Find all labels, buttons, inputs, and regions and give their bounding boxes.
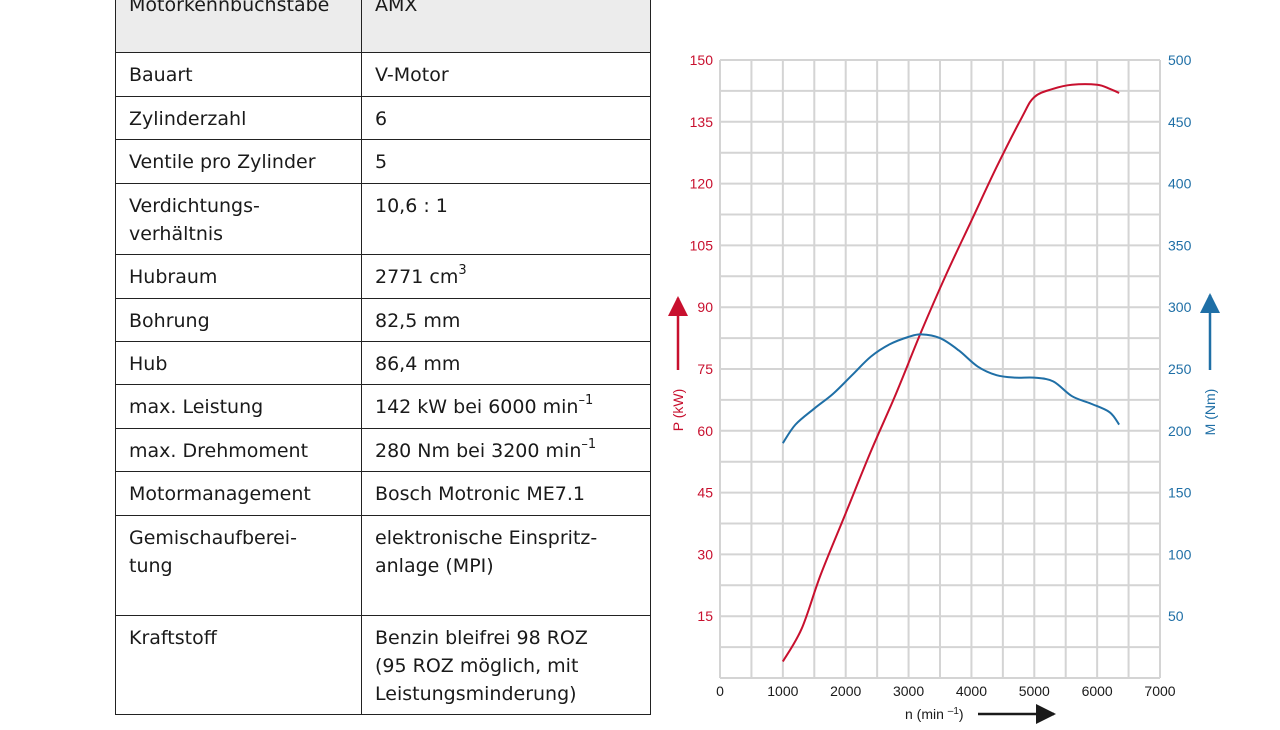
y-left-tick-label: 105	[690, 237, 714, 253]
superscript: –1	[581, 436, 597, 452]
spec-value: elektronische Einspritz-anlage (MPI)	[361, 515, 651, 616]
y-left-axis-label: P (kW)	[670, 389, 686, 432]
chart-ticks: 0 1000 2000 3000 4000 5000 6000 7000 15 30 45 60 75 9…	[690, 52, 1192, 699]
chart-axis-labels: P (kW) M (Nm) n (min –1)	[668, 293, 1220, 724]
power-curve	[781, 83, 1120, 663]
spec-row: Hub 86,4 mm	[115, 341, 651, 385]
torque-curve	[782, 333, 1120, 444]
spec-key: Kraftstoff	[115, 615, 362, 715]
spec-row: Verdichtungs-verhältnis 10,6 : 1	[115, 183, 651, 255]
x-axis-label: n (min –1)	[905, 706, 964, 722]
x-tick-label: 4000	[956, 683, 987, 699]
spec-value: Bosch Motronic ME7.1	[361, 471, 651, 516]
spec-key: Motorkennbuchstabe	[115, 0, 362, 53]
x-tick-label: 1000	[767, 683, 798, 699]
y-left-tick-label: 60	[697, 423, 713, 439]
y-left-tick-label: 30	[697, 546, 713, 562]
x-axis-label-close: )	[959, 706, 964, 722]
chart-grid	[719, 59, 1161, 679]
power-torque-chart: 0 1000 2000 3000 4000 5000 6000 7000 15 30 45 60 75 9…	[668, 52, 1220, 724]
x-tick-label: 2000	[830, 683, 861, 699]
spec-value: 5	[361, 139, 651, 184]
spec-value: 142 kW bei 6000 min–1	[361, 384, 651, 429]
spec-row: Hubraum 2771 cm3	[115, 254, 651, 299]
spec-key: Bauart	[115, 52, 362, 97]
spec-row: max. Leistung 142 kW bei 6000 min–1	[115, 384, 651, 429]
spec-key: Hub	[115, 341, 362, 385]
spec-key: Gemischaufberei-tung	[115, 515, 362, 616]
spec-row: Motorkennbuchstabe AMX	[115, 0, 651, 53]
y-right-axis-label: M (Nm)	[1202, 389, 1218, 436]
spec-value: 10,6 : 1	[361, 183, 651, 255]
spec-value: 82,5 mm	[361, 298, 651, 342]
spec-value: Benzin bleifrei 98 ROZ (95 ROZ möglich, m…	[361, 615, 651, 715]
spec-value: 6	[361, 96, 651, 140]
spec-row: Motormanagement Bosch Motronic ME7.1	[115, 471, 651, 516]
spec-value: AMX	[361, 0, 651, 53]
spec-row: Zylinderzahl 6	[115, 96, 651, 140]
spec-key: max. Leistung	[115, 384, 362, 429]
x-tick-label: 7000	[1144, 683, 1175, 699]
spec-row: max. Drehmoment 280 Nm bei 3200 min–1	[115, 428, 651, 472]
y-right-tick-label: 250	[1168, 361, 1192, 377]
y-left-tick-label: 90	[697, 299, 713, 315]
y-right-tick-label: 50	[1168, 608, 1184, 624]
spec-row: Gemischaufberei-tung elektronische Einspr…	[115, 515, 651, 616]
spec-value: V-Motor	[361, 52, 651, 97]
spec-value: 86,4 mm	[361, 341, 651, 385]
x-tick-label: 6000	[1082, 683, 1113, 699]
y-right-tick-label: 300	[1168, 299, 1192, 315]
chart-series	[781, 83, 1120, 663]
y-right-tick-label: 200	[1168, 423, 1192, 439]
x-axis-label-sup: –1	[948, 706, 960, 717]
y-right-tick-label: 500	[1168, 52, 1192, 68]
spec-row: Bauart V-Motor	[115, 52, 651, 97]
engine-spec-table: Motorkennbuchstabe AMX Bauart V-Motor Zylind…	[115, 0, 651, 715]
y-right-tick-label: 450	[1168, 114, 1192, 130]
y-left-tick-label: 150	[690, 52, 714, 68]
spec-key: Hubraum	[115, 254, 362, 299]
y-left-tick-label: 75	[697, 361, 713, 377]
spec-key: max. Drehmoment	[115, 428, 362, 472]
superscript: 3	[458, 262, 467, 278]
x-tick-label: 0	[716, 683, 724, 699]
spec-row: Bohrung 82,5 mm	[115, 298, 651, 342]
superscript: –1	[578, 392, 594, 408]
y-right-tick-label: 150	[1168, 485, 1192, 501]
spec-value: 2771 cm3	[361, 254, 651, 299]
spec-key: Motormanagement	[115, 471, 362, 516]
spec-value: 280 Nm bei 3200 min–1	[361, 428, 651, 472]
y-right-tick-label: 350	[1168, 237, 1192, 253]
spec-key: Bohrung	[115, 298, 362, 342]
y-right-tick-label: 400	[1168, 176, 1192, 192]
y-left-tick-label: 45	[697, 485, 713, 501]
x-tick-label: 5000	[1019, 683, 1050, 699]
x-tick-label: 3000	[893, 683, 924, 699]
spec-key: Zylinderzahl	[115, 96, 362, 140]
y-left-tick-label: 120	[690, 176, 714, 192]
spec-key: Ventile pro Zylinder	[115, 139, 362, 184]
y-right-tick-label: 100	[1168, 546, 1192, 562]
spec-row: Ventile pro Zylinder 5	[115, 139, 651, 184]
spec-row: Kraftstoff Benzin bleifrei 98 ROZ (95 ROZ …	[115, 615, 651, 715]
y-left-tick-label: 15	[697, 608, 713, 624]
x-axis-label-base: n (min	[905, 706, 948, 722]
spec-key: Verdichtungs-verhältnis	[115, 183, 362, 255]
y-left-tick-label: 135	[690, 114, 714, 130]
